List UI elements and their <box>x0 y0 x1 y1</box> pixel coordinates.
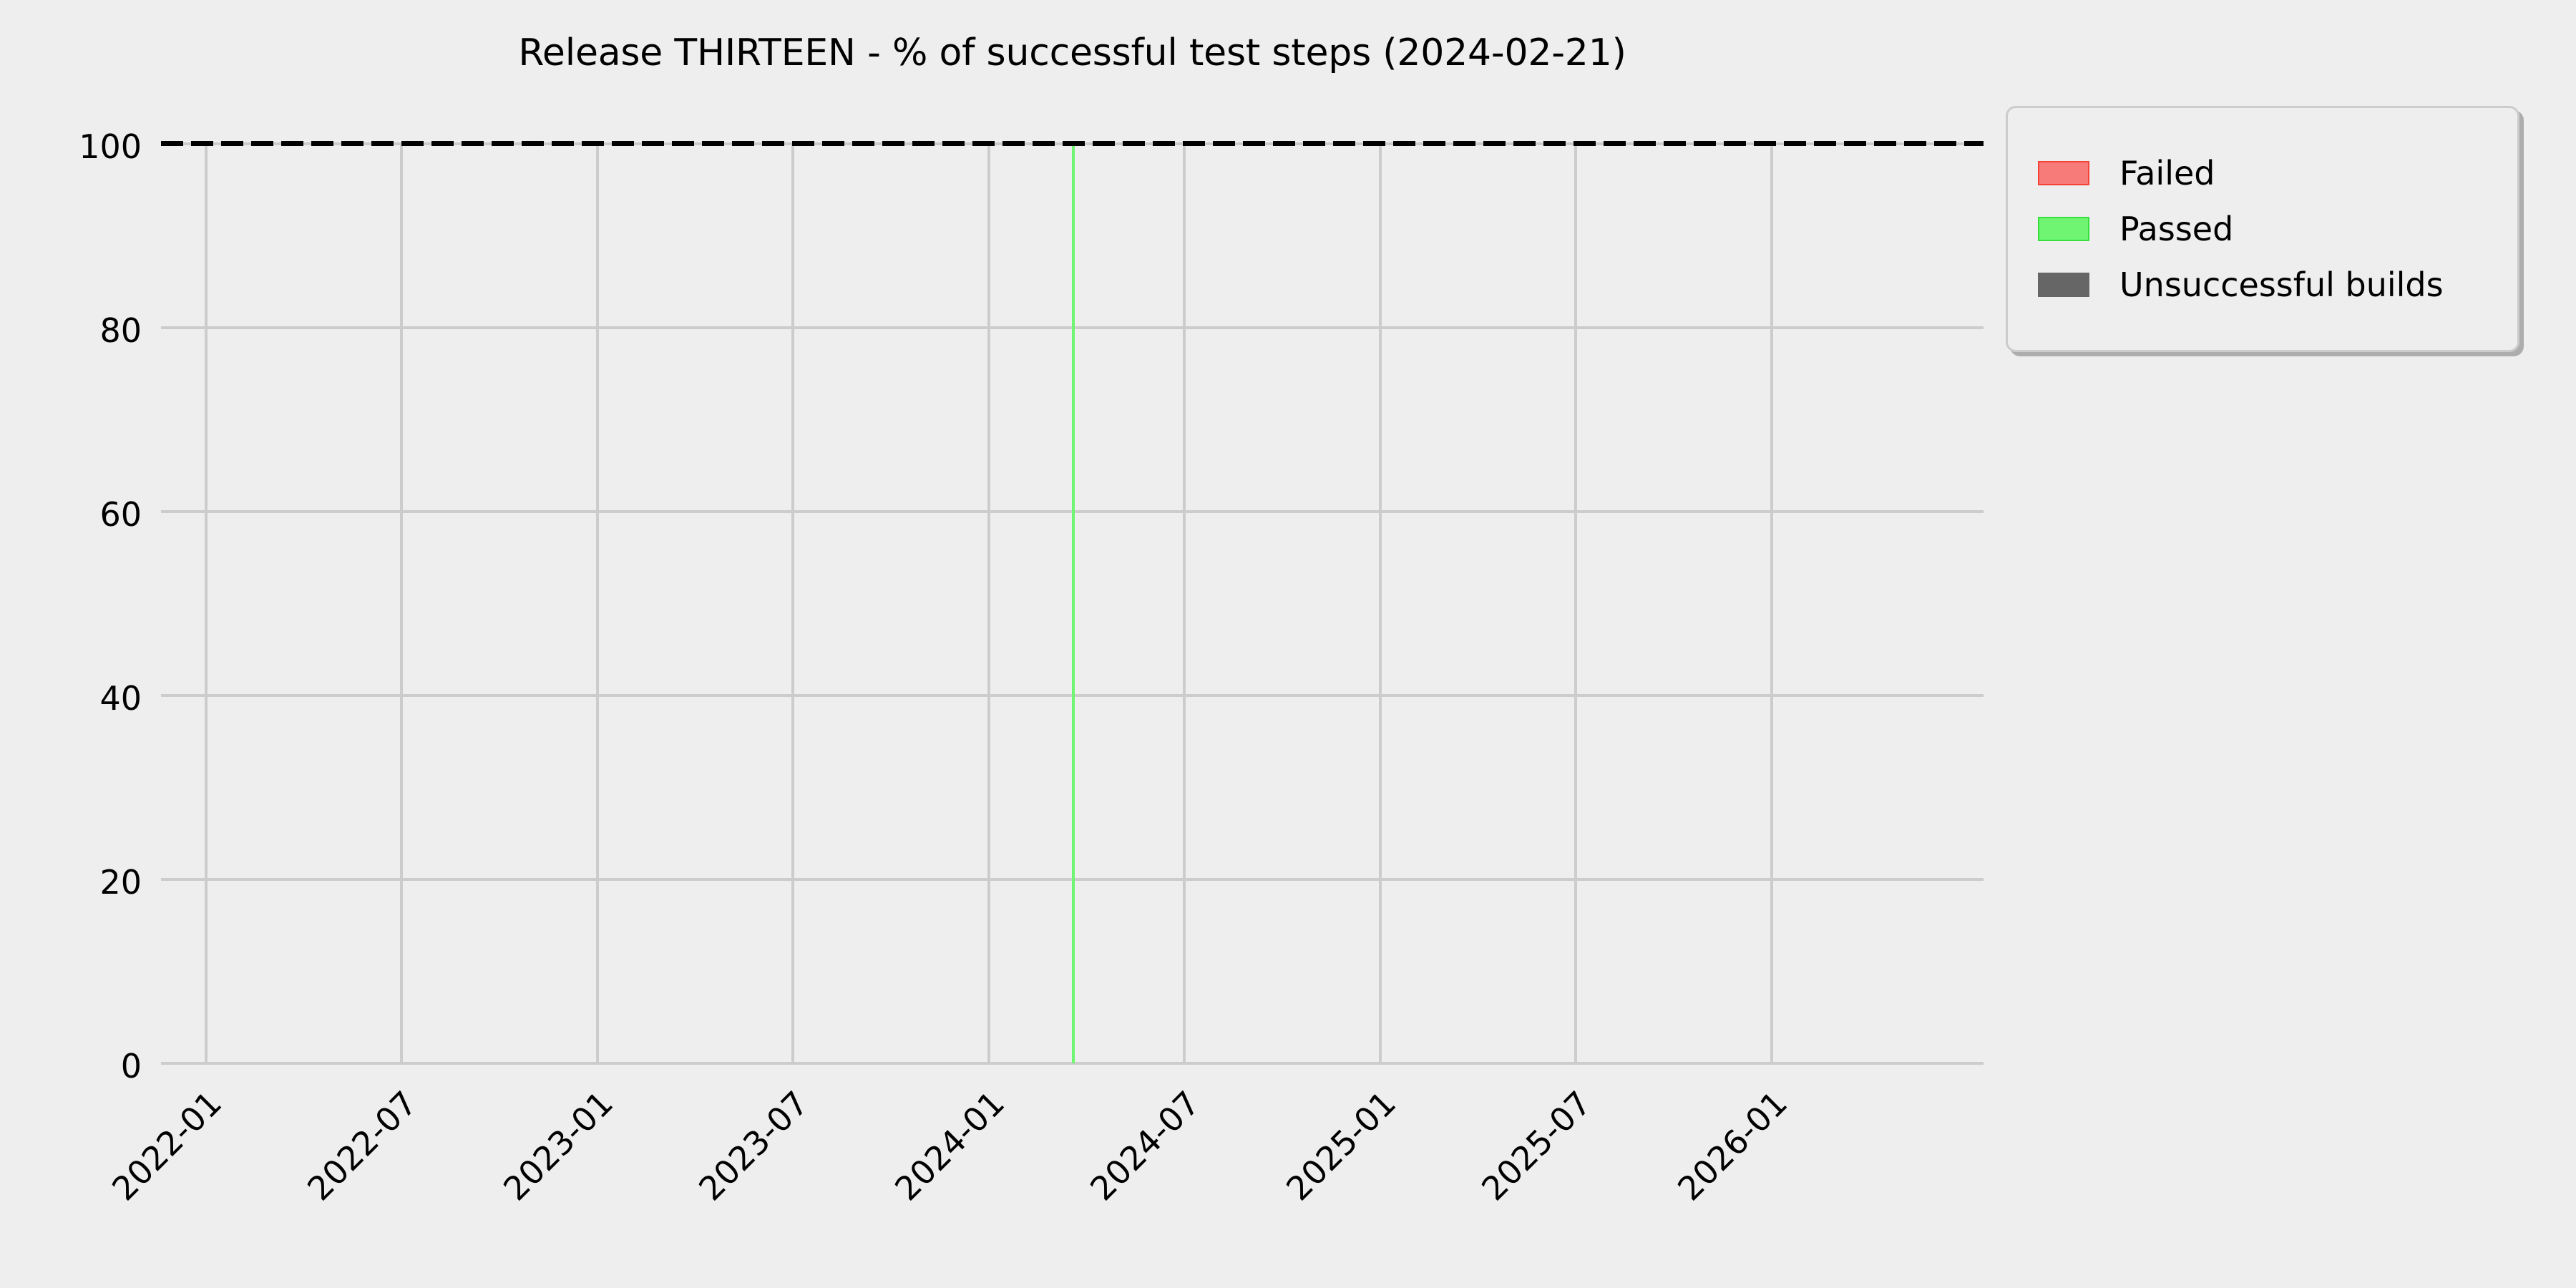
legend-item-failed[interactable]: Failed <box>2008 145 2517 201</box>
y-axis-tick-label-0: 0 <box>120 1047 142 1085</box>
gridline-vertical-2022-07 <box>400 143 403 1063</box>
gridline-vertical-2022-01 <box>205 143 208 1063</box>
x-axis-tick-label-2024-01: 2024-01 <box>887 1083 1012 1209</box>
x-axis-tick-label-2026-01: 2026-01 <box>1669 1083 1795 1209</box>
gridline-vertical-2025-01 <box>1379 143 1382 1063</box>
legend-item-passed[interactable]: Passed <box>2008 201 2517 257</box>
gridline-vertical-2023-01 <box>596 143 599 1063</box>
gridline-vertical-2023-07 <box>791 143 794 1063</box>
gridline-vertical-2024-07 <box>1183 143 1186 1063</box>
x-axis-tick-label-2023-01: 2023-01 <box>495 1083 620 1209</box>
legend-label-unsuccessful-builds: Unsuccessful builds <box>2119 265 2444 304</box>
x-axis-tick-label-2024-07: 2024-07 <box>1082 1083 1207 1209</box>
x-axis-tick-label-2022-07: 2022-07 <box>299 1083 424 1209</box>
gridline-vertical-2026-01 <box>1770 143 1773 1063</box>
bar-passed <box>1072 143 1075 1063</box>
color-swatch-icon-passed <box>2038 217 2089 241</box>
reference-line-100-percent <box>161 141 1984 146</box>
legend-label-failed: Failed <box>2119 154 2215 192</box>
color-swatch-icon-unsuccessful-builds <box>2038 273 2089 297</box>
gridline-vertical-2025-07 <box>1574 143 1577 1063</box>
y-axis-tick-label-20: 20 <box>99 863 142 902</box>
gridline-horizontal-0 <box>161 1062 1984 1065</box>
page-title: Release THIRTEEN - % of successful test … <box>518 31 1626 74</box>
x-axis-tick-label-2025-01: 2025-01 <box>1278 1083 1403 1209</box>
y-axis-tick-label-100: 100 <box>79 127 142 166</box>
y-axis-tick-label-40: 40 <box>99 679 142 718</box>
x-axis-tick-label-2023-07: 2023-07 <box>691 1083 816 1209</box>
y-axis-tick-label-80: 80 <box>99 311 142 350</box>
gridline-vertical-2024-01 <box>987 143 990 1063</box>
legend-item-unsuccessful-builds[interactable]: Unsuccessful builds <box>2008 257 2517 313</box>
legend-label-passed: Passed <box>2119 210 2234 248</box>
plot-area <box>161 142 1984 1065</box>
legend: Failed Passed Unsuccessful builds <box>2006 106 2519 352</box>
color-swatch-icon-failed <box>2038 161 2089 185</box>
x-axis-tick-label-2022-01: 2022-01 <box>104 1083 229 1209</box>
x-axis-tick-label-2025-07: 2025-07 <box>1473 1083 1599 1209</box>
y-axis-tick-label-60: 60 <box>99 495 142 534</box>
